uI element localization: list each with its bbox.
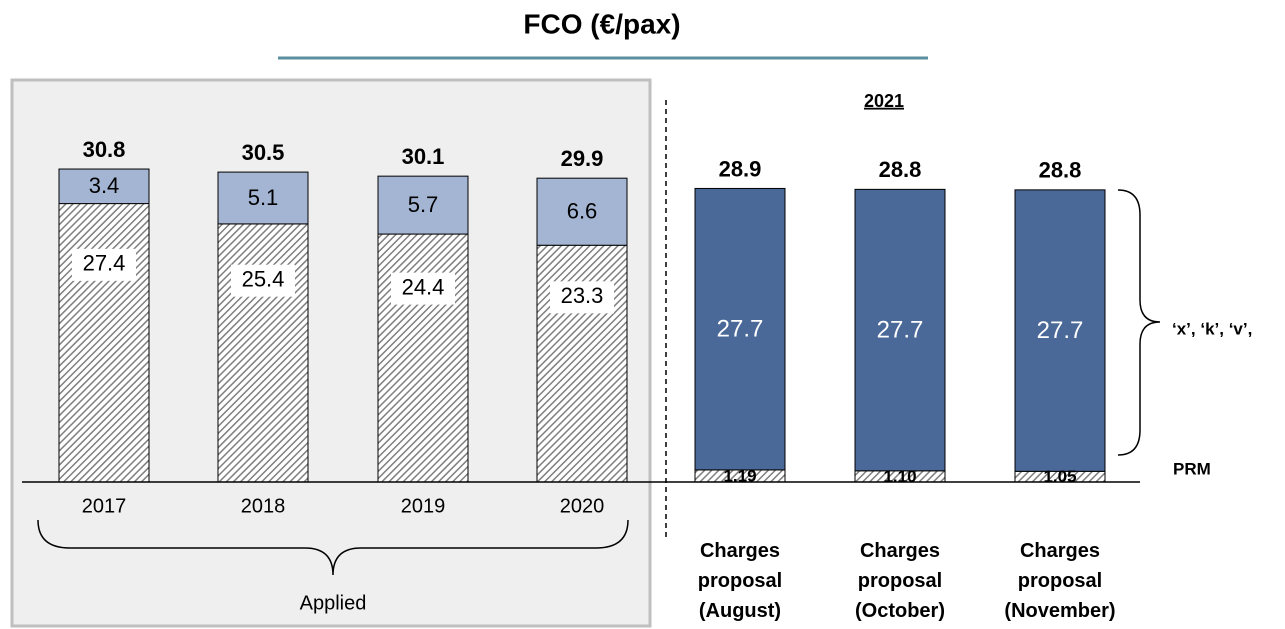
x-tick-label: Charges proposal (November) [1004, 540, 1116, 622]
bar-segment [58, 168, 150, 205]
value-label: 3.4 [89, 173, 120, 198]
value-label: 27.7 [717, 316, 764, 343]
label-box [72, 248, 136, 281]
label-box [550, 281, 614, 314]
total-label: 28.8 [1039, 158, 1082, 183]
bar-segment [58, 203, 150, 483]
x-tick-label: Charges proposal (August) [697, 540, 783, 622]
bar-segment [217, 171, 309, 225]
value-label: 23.3 [561, 283, 604, 308]
value-label: 24.4 [402, 274, 445, 299]
value-label: 25.4 [242, 266, 285, 291]
label-box [391, 272, 455, 305]
value-label: 6.6 [567, 199, 598, 224]
total-label: 29.9 [561, 146, 604, 171]
bar-segment [854, 188, 946, 472]
total-label: 28.8 [879, 157, 922, 182]
legend-label: PRM [1173, 459, 1211, 478]
x-tick-label: Charges proposal (October) [855, 540, 945, 622]
bar-segment [1014, 189, 1106, 472]
bar-segment [536, 244, 628, 483]
x-tick-label: 2019 [401, 495, 446, 517]
x-tick-label: 2017 [82, 495, 127, 517]
value-label: 1.19 [723, 466, 756, 485]
bar-segment [536, 177, 628, 246]
x-tick-label: 2018 [241, 495, 286, 517]
value-label: 1.10 [883, 467, 916, 486]
applied-label: Applied [300, 592, 367, 614]
legend-label: ‘x’, ‘k’, ‘v’, [1172, 319, 1252, 338]
series-brace [1117, 189, 1161, 456]
bar-segment [377, 233, 469, 483]
chart-title: FCO (€/pax) [523, 8, 680, 39]
total-label: 30.1 [402, 144, 445, 169]
value-label: 5.7 [408, 192, 439, 217]
year-header: 2021 [864, 91, 904, 111]
label-box [231, 264, 295, 297]
x-tick-label: 2020 [560, 495, 605, 517]
applied-brace [37, 519, 629, 576]
value-label: 5.1 [248, 185, 279, 210]
value-label: 27.7 [1037, 317, 1084, 344]
total-label: 30.5 [242, 140, 285, 165]
total-label: 28.9 [719, 156, 762, 181]
bar-segment [694, 187, 786, 471]
value-label: 1.05 [1043, 467, 1076, 486]
total-label: 30.8 [83, 137, 126, 162]
value-label: 27.7 [877, 316, 924, 343]
bar-segment [377, 175, 469, 235]
value-label: 27.4 [83, 251, 126, 276]
bar-segment [217, 223, 309, 483]
